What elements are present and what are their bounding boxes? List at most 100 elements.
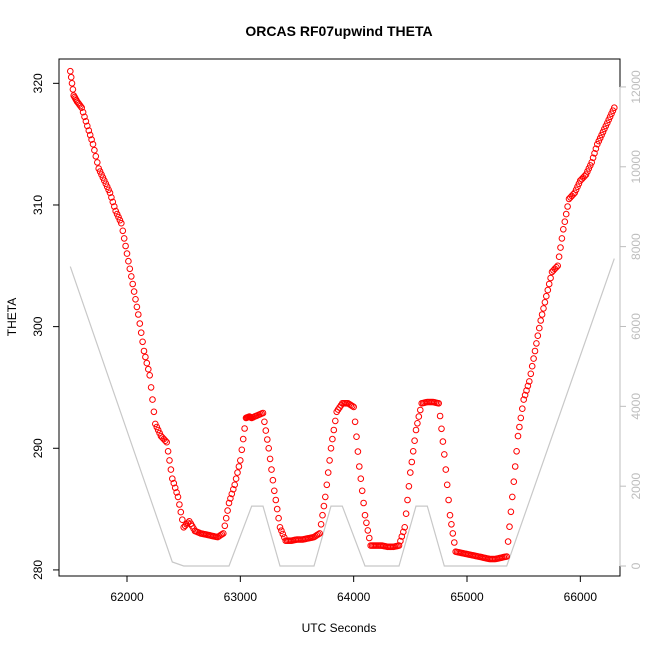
- data-point: [140, 347, 148, 355]
- x-tick-label: 63000: [224, 590, 258, 604]
- data-point: [167, 466, 175, 473]
- data-point: [118, 219, 125, 227]
- data-point: [92, 153, 100, 160]
- data-point: [537, 317, 545, 324]
- data-point: [231, 481, 238, 489]
- plot-area-frame: [58, 58, 621, 577]
- data-point: [575, 180, 583, 187]
- y2-tick-label: 4000: [629, 393, 643, 420]
- data-point: [95, 165, 102, 172]
- data-point: [591, 150, 598, 157]
- data-point: [116, 216, 124, 224]
- data-point: [401, 524, 409, 531]
- data-point: [363, 519, 370, 527]
- data-point: [571, 189, 579, 197]
- data-point: [547, 274, 554, 282]
- data-point: [184, 519, 192, 527]
- data-point: [241, 425, 248, 432]
- data-point: [541, 299, 549, 306]
- data-point: [592, 145, 600, 152]
- y2-axis: 0 2000 4000 6000 8000 10000 12000: [619, 70, 643, 569]
- data-point: [67, 67, 74, 75]
- data-point: [152, 420, 159, 428]
- data-point: [238, 446, 246, 454]
- data-point: [524, 382, 532, 390]
- data-point: [69, 86, 77, 93]
- data-point: [507, 508, 515, 516]
- data-point: [408, 458, 416, 466]
- data-point: [174, 493, 182, 501]
- data-point: [606, 113, 614, 121]
- data-point: [130, 288, 138, 295]
- data-point: [544, 286, 552, 294]
- data-point: [445, 496, 452, 504]
- data-point: [354, 448, 362, 455]
- data-point: [81, 113, 88, 121]
- data-point: [91, 146, 98, 154]
- data-point: [557, 244, 564, 251]
- data-point: [521, 391, 529, 399]
- data-point: [536, 324, 543, 332]
- data-point: [278, 527, 285, 535]
- y-tick-label: 290: [31, 438, 45, 458]
- data-point: [179, 516, 186, 524]
- data-point: [558, 235, 566, 242]
- data-point: [119, 227, 127, 235]
- data-point: [171, 484, 179, 492]
- data-point: [533, 340, 540, 347]
- data-point: [82, 118, 90, 125]
- data-point: [415, 413, 423, 420]
- data-point: [265, 445, 273, 452]
- data-point: [330, 426, 338, 434]
- data-point: [534, 332, 542, 340]
- data-point: [275, 514, 282, 522]
- data-point: [605, 116, 613, 124]
- data-point: [360, 499, 367, 507]
- data-point: [366, 534, 373, 542]
- data-point: [112, 207, 119, 215]
- data-point: [407, 469, 414, 476]
- data-point: [587, 162, 594, 169]
- data-point: [553, 264, 560, 271]
- data-point: [316, 530, 324, 537]
- data-point: [523, 387, 530, 394]
- data-point: [449, 530, 457, 537]
- data-point: [228, 490, 236, 498]
- data-point: [349, 402, 356, 410]
- data-point: [554, 262, 562, 270]
- data-point: [108, 194, 115, 201]
- data-point: [224, 507, 231, 514]
- data-point: [395, 542, 403, 549]
- data-point: [594, 140, 601, 148]
- x-tick-label: 66000: [564, 590, 598, 604]
- data-point: [414, 420, 421, 427]
- data-point: [88, 136, 95, 143]
- x-tick-label: 64000: [337, 590, 371, 604]
- data-point: [358, 487, 366, 495]
- data-point: [604, 119, 611, 127]
- data-point: [319, 511, 326, 519]
- data-point: [589, 154, 597, 162]
- data-point: [218, 531, 226, 538]
- data-point: [276, 524, 284, 531]
- data-point: [543, 292, 550, 300]
- data-point: [101, 177, 108, 184]
- data-point: [99, 174, 107, 181]
- data-point: [409, 448, 417, 455]
- data-point: [225, 499, 233, 507]
- data-point: [230, 486, 237, 493]
- data-point: [526, 378, 533, 385]
- data-point: [442, 466, 450, 473]
- data-point: [517, 414, 525, 422]
- data-point: [451, 539, 458, 546]
- data-point: [126, 265, 134, 273]
- data-point: [133, 303, 141, 311]
- data-point: [323, 481, 331, 489]
- data-point: [332, 417, 339, 425]
- data-point: [327, 445, 335, 452]
- data-point: [317, 521, 325, 528]
- data-point: [356, 463, 363, 470]
- data-point: [412, 426, 420, 434]
- data-point: [519, 405, 526, 413]
- data-point: [511, 463, 519, 470]
